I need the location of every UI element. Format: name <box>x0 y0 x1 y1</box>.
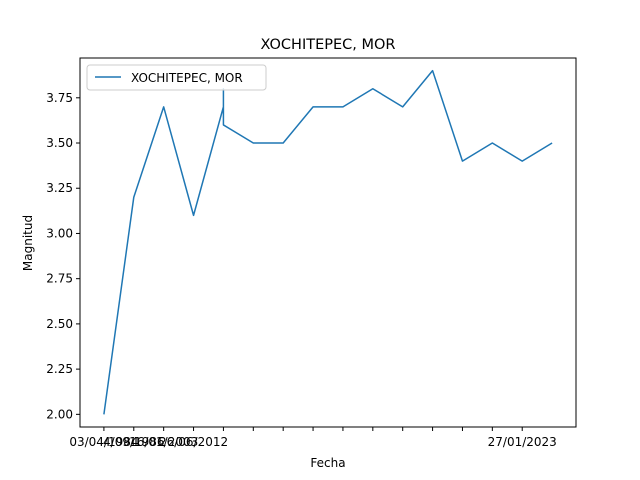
y-tick-label: 2.50 <box>46 317 73 331</box>
legend-series-label: XOCHITEPEC, MOR <box>131 71 243 85</box>
y-tick-label: 2.25 <box>46 362 73 376</box>
y-axis: 2.00 2.25 2.50 2.75 3.00 3.25 3.50 3.75 <box>46 91 80 421</box>
series-line <box>103 69 553 415</box>
y-axis-label: Magnitud <box>21 215 35 271</box>
x-tick-label: 26/06/2012 <box>159 435 228 449</box>
legend-box <box>86 64 267 91</box>
legend: XOCHITEPEC, MOR <box>86 64 267 91</box>
plot-frame <box>79 57 577 428</box>
x-tick-label: 03/04/1984 <box>69 435 138 449</box>
y-tick-label: 3.25 <box>46 181 73 195</box>
y-tick-label: 2.00 <box>46 407 73 421</box>
chart-title: XOCHITEPEC, MOR <box>261 37 396 53</box>
y-tick-label: 3.00 <box>46 226 73 240</box>
x-tick-label: 16/01/2003 <box>129 435 198 449</box>
y-tick-label: 3.50 <box>46 136 73 150</box>
x-tick-label: 4/09/1986 <box>103 435 165 449</box>
x-axis-label: Fecha <box>310 456 345 470</box>
y-tick-label: 3.75 <box>46 91 73 105</box>
plot-area <box>103 69 553 415</box>
x-tick-label: 27/01/2023 <box>488 435 557 449</box>
y-tick-label: 2.75 <box>46 272 73 286</box>
